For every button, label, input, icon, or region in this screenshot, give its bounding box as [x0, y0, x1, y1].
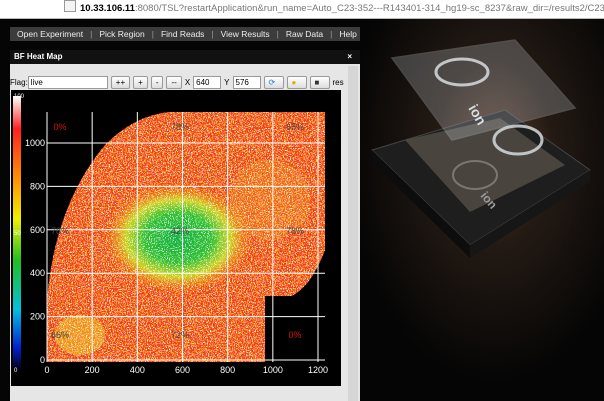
zoom-button[interactable]: --: [166, 75, 182, 89]
panel-body: [10, 64, 360, 401]
panel-header: BF Heat Map ×: [10, 50, 360, 64]
flag-select[interactable]: live: [27, 75, 108, 89]
flag-label: Flag:: [10, 77, 28, 87]
url-rest: :8080/TSL?restartApplication&run_name=Au…: [134, 3, 604, 14]
menu-bar: Open Experiment | Pick Region | Find Reads | V…: [10, 27, 387, 41]
zoom-buttons: ++ + - --: [110, 75, 182, 89]
y-label: Y: [224, 77, 230, 87]
menu-item[interactable]: Raw Data: [285, 29, 324, 39]
menu-item[interactable]: Open Experiment: [17, 29, 84, 39]
page-icon: [64, 0, 76, 12]
menu-separator: |: [211, 29, 214, 39]
menu-item[interactable]: Pick Region: [99, 29, 145, 39]
trailing-text: res: [332, 77, 344, 87]
chip-logo: ion: [478, 189, 500, 212]
y-input[interactable]: 576: [232, 75, 261, 89]
panel-title: BF Heat Map: [14, 52, 63, 61]
close-button[interactable]: ×: [347, 52, 352, 61]
zoom-button[interactable]: +: [133, 75, 148, 89]
url-host: 10.33.106.11: [80, 3, 135, 14]
x-label: X: [184, 77, 191, 87]
refresh-button[interactable]: ⟳: [263, 75, 284, 89]
menu-item[interactable]: View Results: [220, 29, 270, 39]
x-input[interactable]: 640: [193, 75, 222, 89]
hint-button[interactable]: ●: [286, 75, 307, 89]
menu-separator: |: [151, 29, 154, 39]
address-bar[interactable]: 10.33.106.11:8080/TSL?restartApplication…: [0, 0, 604, 19]
chip-logo: ion: [465, 102, 489, 128]
save-button[interactable]: ■: [309, 75, 330, 89]
toolbar: Flag: live ++ + - -- X 640 Y 576 ⟳ ● ■ res: [10, 75, 344, 89]
menu-separator: |: [90, 29, 93, 39]
menu-item[interactable]: Exit: [373, 29, 388, 39]
zoom-button[interactable]: ++: [110, 75, 131, 89]
menu-item[interactable]: Find Reads: [160, 29, 205, 39]
menu-item[interactable]: Help: [339, 29, 357, 39]
menu-separator: |: [276, 29, 279, 39]
hero-background: [360, 19, 604, 401]
scrollbar[interactable]: [348, 66, 358, 401]
zoom-button[interactable]: -: [150, 75, 164, 89]
menu-separator: |: [330, 29, 333, 39]
chip-illustration: [371, 39, 591, 258]
